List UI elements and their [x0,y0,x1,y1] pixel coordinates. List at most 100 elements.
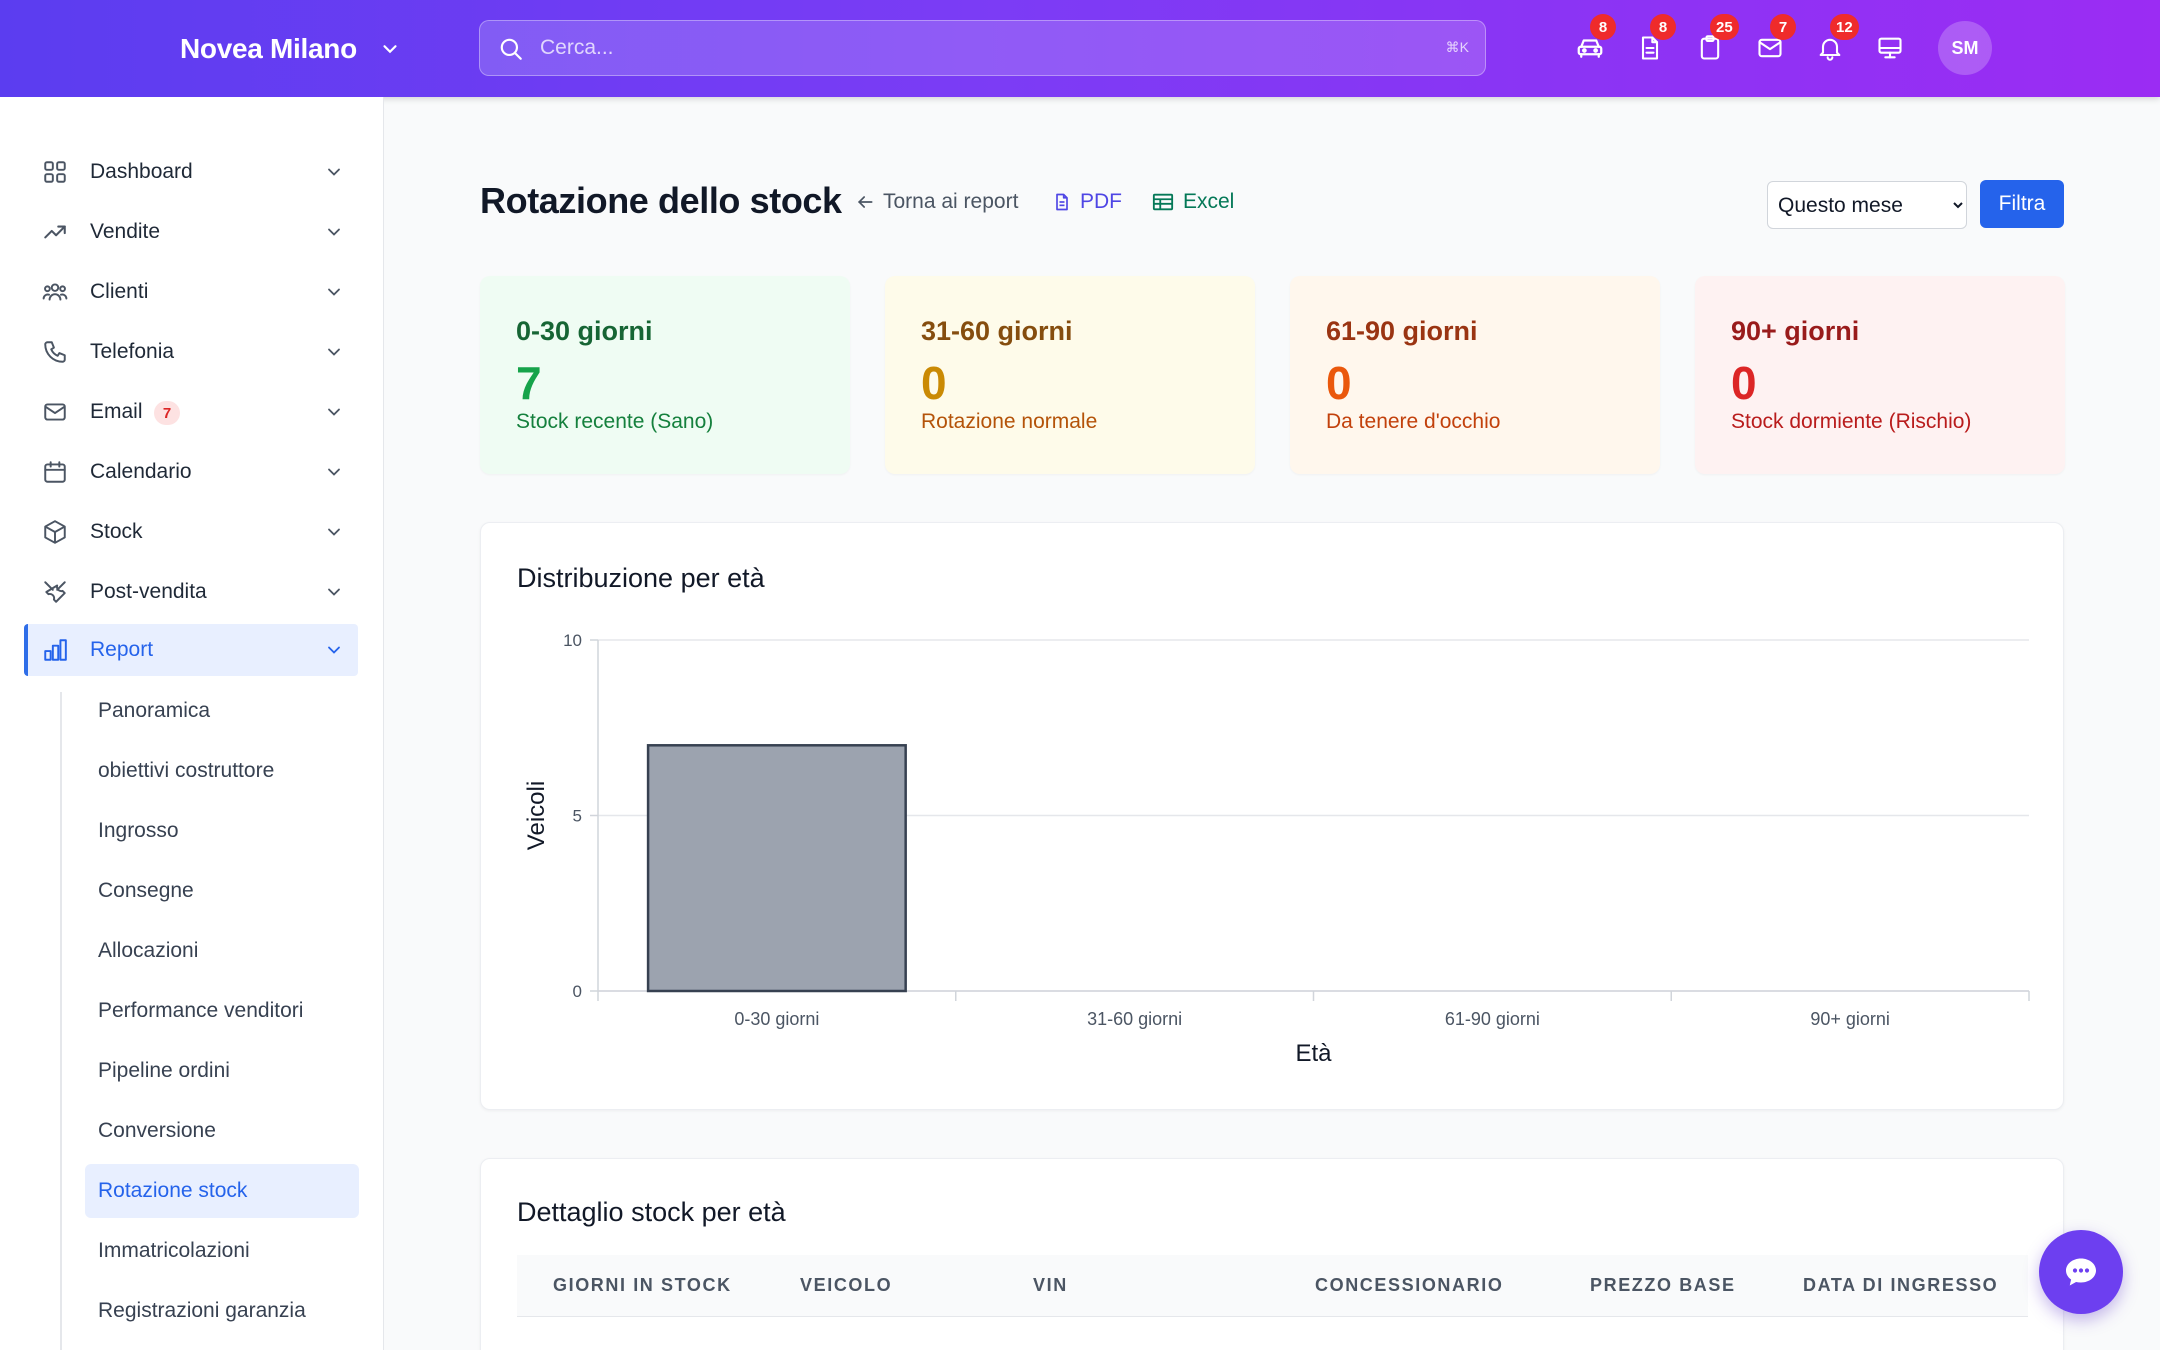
sidebar-item-label: Telefonia [90,340,175,363]
display-button[interactable] [1870,28,1910,68]
mail-icon [1758,38,1782,58]
subnav-label: Panoramica [98,699,211,722]
subnav-item-pipeline-ordini[interactable]: Pipeline ordini [85,1044,359,1098]
notifications-button[interactable]: 12 [1810,14,1859,68]
kpi-value: 0 [921,357,947,409]
search-box[interactable]: ⌘K [479,20,1486,76]
subnav-item-conversione[interactable]: Conversione [85,1104,359,1158]
sidebar-item-label: Calendario [90,460,192,483]
mail-icon [44,403,66,421]
sidebar-item-label: Post-vendita [90,580,207,603]
document-icon [1056,193,1068,211]
kpi-value: 0 [1731,357,1757,409]
subnav-item-rotazione-stock[interactable]: Rotazione stock [85,1164,359,1218]
kpi-card-0-30: 0-30 giorni 7 Stock recente (Sano) [480,276,850,474]
back-to-reports-link[interactable]: Torna ai report [855,190,1018,214]
x-tick-label: 90+ giorni [1810,1009,1890,1029]
pdf-link-label: PDF [1080,190,1122,213]
kpi-title: 0-30 giorni [516,316,653,346]
arrow-left-icon [857,196,873,208]
car-badge: 8 [1590,14,1616,40]
subnav-item-registrazioni-garanzia[interactable]: Registrazioni garanzia [85,1284,359,1338]
sidebar-item-email[interactable]: Email 7 [24,386,358,438]
top-bar: Novea Milano ⌘K 8 8 25 7 12 SM [0,0,2160,97]
y-axis-label: Veicoli [523,781,550,850]
kpi-card-90-plus: 90+ giorni 0 Stock dormiente (Rischio) [1695,276,2065,474]
chevron-down-icon [328,408,340,416]
sidebar-item-dashboard[interactable]: Dashboard [24,146,358,198]
sidebar: Dashboard Vendite Clienti Telefonia Emai… [0,97,384,1350]
subnav-label: Pipeline ordini [98,1059,230,1082]
sidebar-item-post-vendita[interactable]: Post-vendita [24,566,358,618]
kpi-title: 61-90 giorni [1326,316,1478,346]
table-header: GIORNI IN STOCK VEICOLO VIN CONCESSIONAR… [517,1255,2028,1317]
back-link-label: Torna ai report [883,190,1019,213]
chevron-down-icon [328,468,340,476]
subnav-item-ingrosso[interactable]: Ingrosso [85,804,359,858]
chevron-down-icon [328,288,340,296]
tasks-button[interactable]: 25 [1690,14,1739,68]
period-select[interactable]: Questo mese [1767,181,1967,229]
column-header[interactable]: VEICOLO [800,1275,893,1295]
sidebar-item-clienti[interactable]: Clienti [24,266,358,318]
x-axis-label: Età [1295,1040,1332,1067]
subnav-label: Immatricolazioni [98,1239,250,1262]
excel-link-label: Excel [1183,190,1235,213]
age-distribution-card: Distribuzione per età 0 5 10 0-30 giorni 31-… [480,522,2064,1110]
avatar[interactable]: SM [1938,21,1992,75]
chevron-down-icon [328,348,340,356]
chevron-down-icon [328,168,340,176]
kpi-title: 90+ giorni [1731,316,1860,346]
car-icon [1577,39,1603,58]
sidebar-item-label: Dashboard [90,160,193,183]
subnav-item-allocazioni[interactable]: Allocazioni [85,924,359,978]
documents-button[interactable]: 8 [1630,14,1676,68]
column-header[interactable]: PREZZO BASE [1590,1275,1736,1295]
stock-detail-card: Dettaglio stock per età GIORNI IN STOCK … [480,1158,2064,1350]
sidebar-item-report[interactable]: Report [24,624,358,676]
box-icon [44,520,66,544]
age-distribution-chart: 0 5 10 0-30 giorni 31-60 giorni 61-90 giorni 9… [523,631,2030,1067]
subnav-item-obiettivi-costruttore[interactable]: obiettivi costruttore [85,744,359,798]
subnav-label: Ingrosso [98,819,179,842]
trending-up-icon [44,225,66,239]
sidebar-item-calendario[interactable]: Calendario [24,446,358,498]
kpi-value: 7 [516,357,542,409]
chat-button[interactable] [2039,1230,2123,1314]
column-header[interactable]: GIORNI IN STOCK [553,1275,732,1295]
subnav-item-consegne[interactable]: Consegne [85,864,359,918]
bar [646,744,907,993]
users-icon [42,283,68,301]
subnav-item-immatricolazioni[interactable]: Immatricolazioni [85,1224,359,1278]
y-tick-label: 0 [573,982,582,1001]
sidebar-item-label: Email [90,400,143,423]
x-tick-label: 0-30 giorni [734,1009,819,1029]
page-title: Rotazione dello stock [480,180,842,221]
column-header[interactable]: VIN [1033,1275,1068,1295]
column-header[interactable]: CONCESSIONARIO [1315,1275,1504,1295]
notifications-badge: 12 [1830,14,1859,40]
y-tick-label: 10 [563,631,582,650]
chevron-down-icon [328,228,340,236]
sidebar-item-stock[interactable]: Stock [24,506,358,558]
car-button[interactable]: 8 [1570,14,1616,68]
subnav-item-panoramica[interactable]: Panoramica [85,684,359,738]
tools-icon [44,581,66,603]
filter-button[interactable]: Filtra [1980,180,2064,228]
brand-switcher[interactable]: Novea Milano [180,0,401,97]
bar-chart-icon [44,639,67,661]
search-icon [500,38,522,60]
chat-icon [2066,1258,2096,1286]
mail-badge: 7 [1770,14,1796,40]
column-header[interactable]: DATA DI INGRESSO [1803,1275,1999,1295]
sidebar-item-telefonia[interactable]: Telefonia [24,326,358,378]
sidebar-item-vendite[interactable]: Vendite [24,206,358,258]
chevron-down-icon [328,588,340,596]
export-pdf-link[interactable]: PDF [1052,190,1122,214]
search-input[interactable] [540,21,1400,74]
subnav-item-performance-venditori[interactable]: Performance venditori [85,984,359,1038]
document-icon [1641,36,1659,60]
mail-button[interactable]: 7 [1750,14,1796,68]
chevron-down-icon [328,646,340,654]
export-excel-link[interactable]: Excel [1151,190,1234,214]
